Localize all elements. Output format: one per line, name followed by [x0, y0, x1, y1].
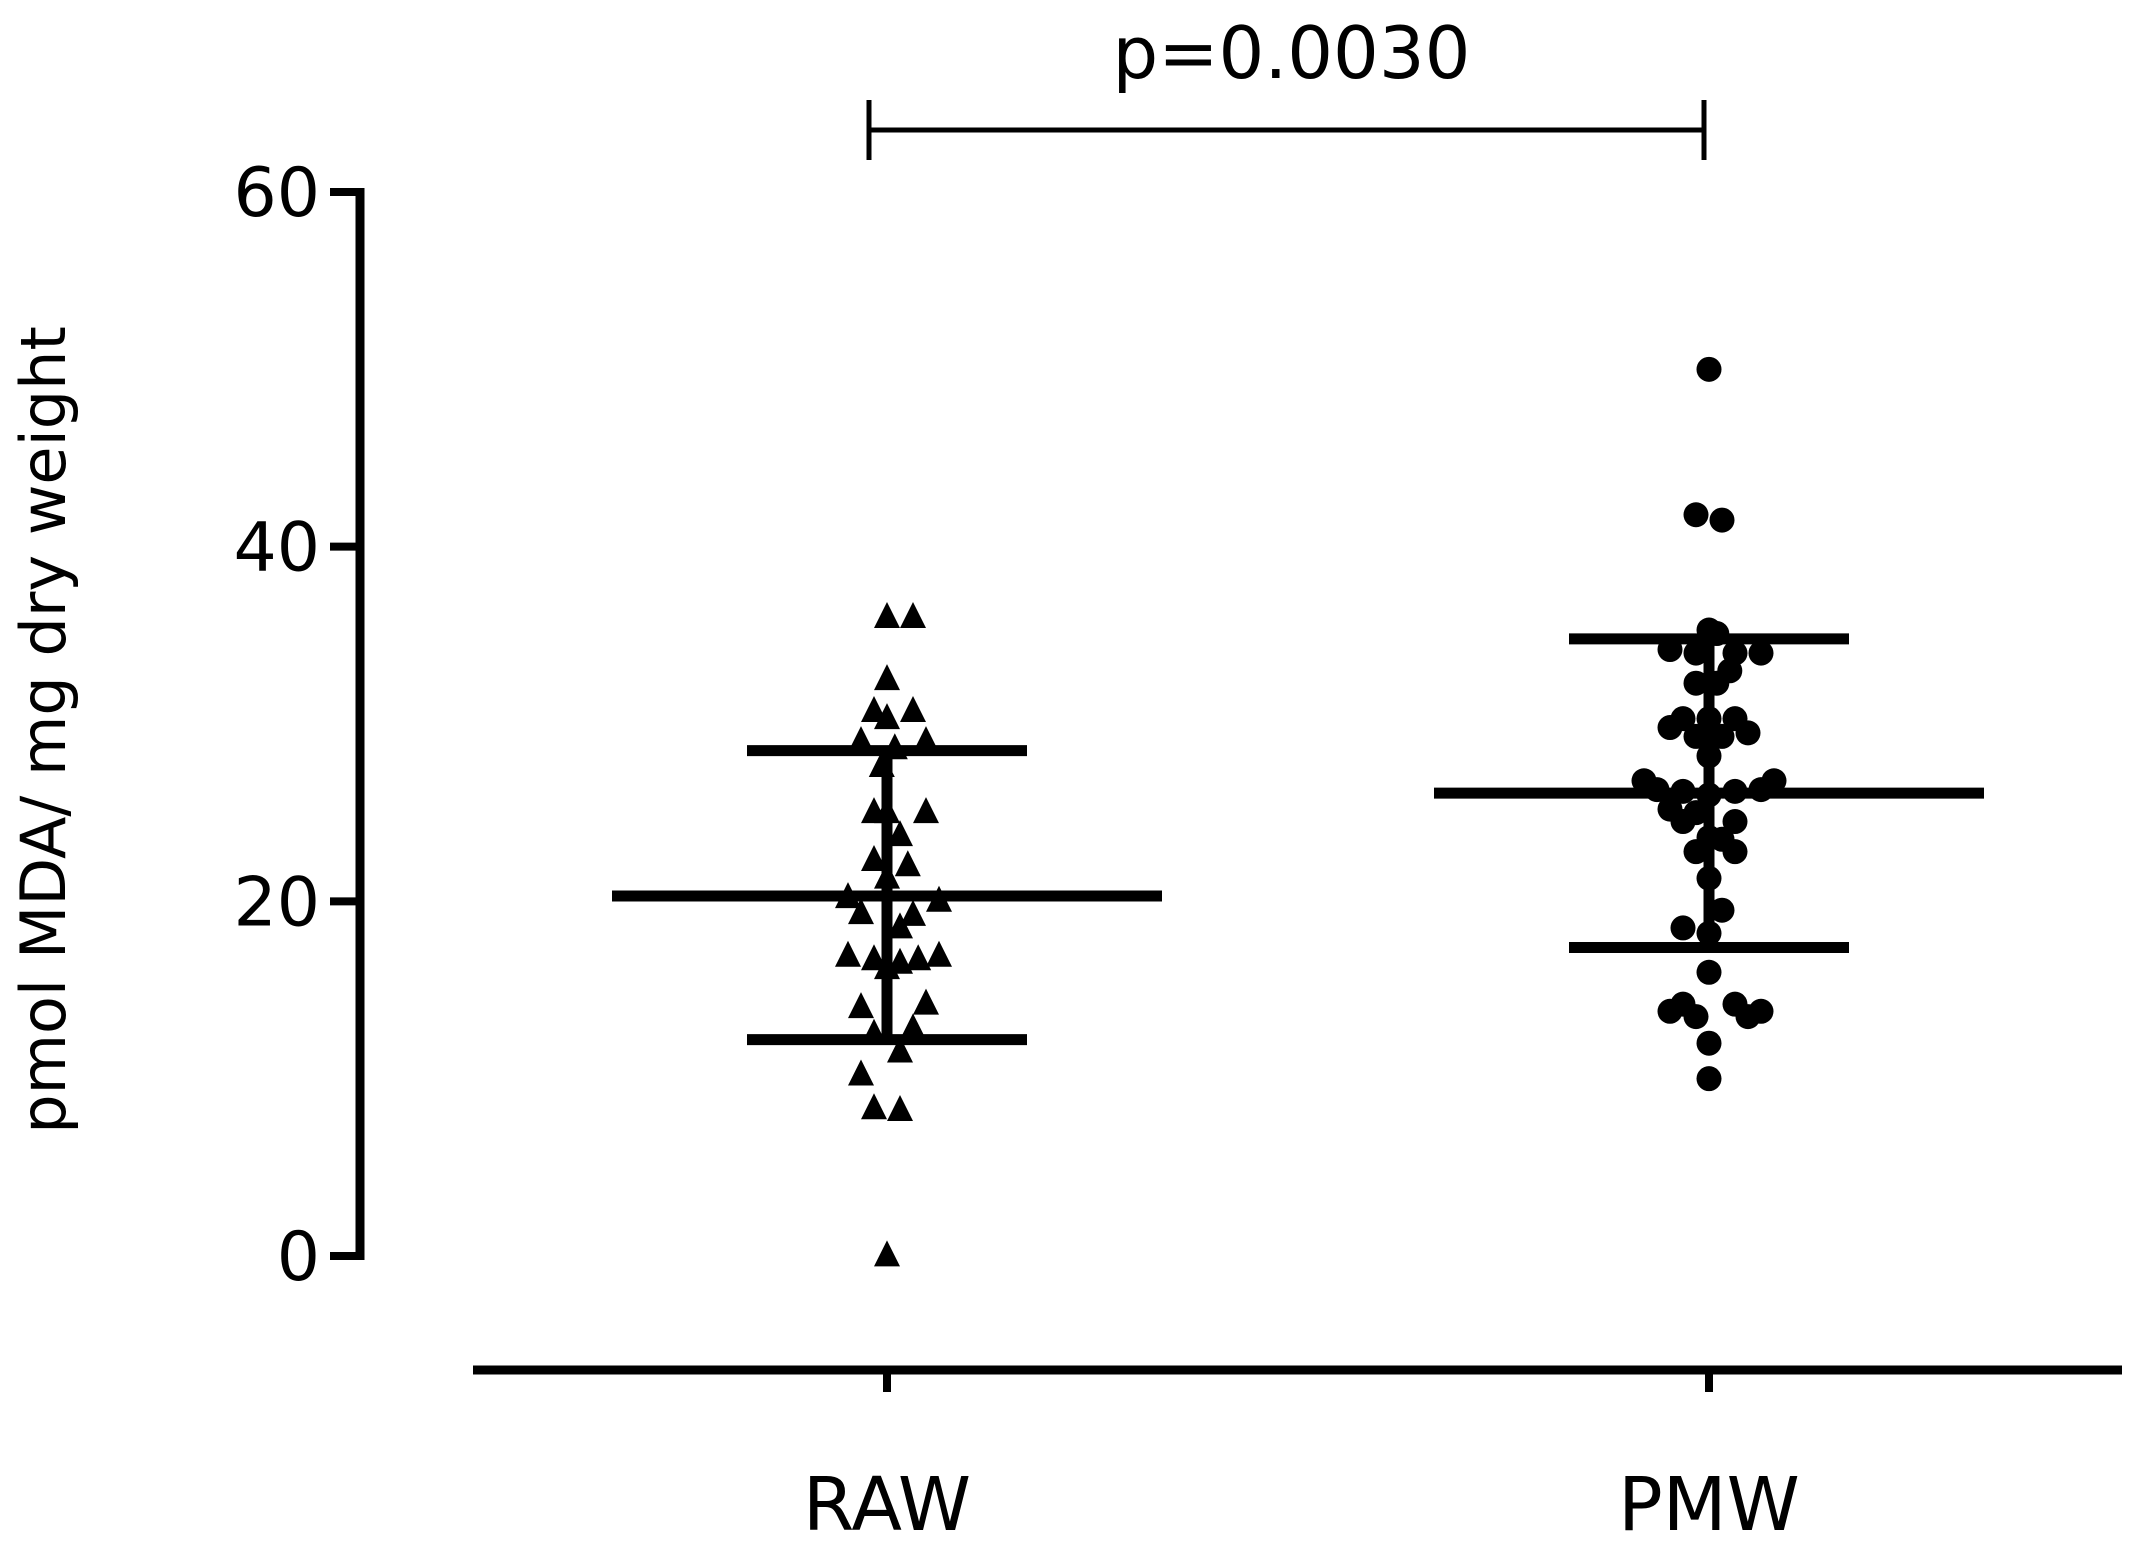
data-point-triangle	[874, 664, 900, 691]
x-axis: RAW PMW	[473, 1365, 2122, 1548]
data-point-circle	[1683, 1004, 1709, 1030]
data-point-circle	[1722, 839, 1748, 865]
data-point-circle	[1683, 502, 1709, 528]
data-point-triangle	[835, 940, 861, 967]
y-axis-label: pmol MDA/ mg dry weight	[7, 326, 80, 1134]
data-point-triangle	[887, 947, 913, 974]
data-point-triangle	[874, 602, 900, 628]
data-point-circle	[1722, 809, 1748, 835]
data-point-circle	[1670, 809, 1696, 835]
data-point-triangle	[900, 695, 926, 722]
data-point-triangle	[861, 1093, 887, 1120]
data-point-triangle	[861, 695, 887, 722]
data-point-triangle	[874, 703, 900, 730]
x-tick-label: PMW	[1618, 1462, 1800, 1548]
data-point-triangle	[861, 844, 887, 871]
series-pmw	[1434, 356, 1984, 1092]
y-tick-label: 0	[277, 1218, 320, 1297]
data-point-circle	[1683, 640, 1709, 666]
data-point-circle	[1696, 1066, 1722, 1092]
data-point-circle	[1735, 1004, 1761, 1030]
data-point-circle	[1657, 715, 1683, 741]
y-axis: 0 20 40 60	[233, 154, 365, 1297]
data-point-triangle	[926, 940, 952, 967]
data-point-circle	[1696, 1030, 1722, 1056]
data-point-circle	[1683, 670, 1709, 696]
data-point-triangle	[848, 898, 874, 925]
data-point-triangle	[887, 1094, 913, 1121]
data-point-triangle	[900, 899, 926, 926]
y-tick-label: 60	[233, 154, 320, 233]
data-point-triangle	[894, 850, 921, 877]
data-point-circle	[1657, 998, 1683, 1024]
data-point-circle	[1709, 723, 1735, 749]
series-layer	[612, 356, 1984, 1267]
series-raw	[612, 602, 1162, 1267]
data-point-triangle	[887, 820, 913, 847]
data-point-circle	[1696, 959, 1722, 985]
data-point-triangle	[905, 944, 932, 971]
data-point-circle	[1709, 507, 1735, 533]
data-point-triangle	[913, 988, 939, 1015]
p-value-label: p=0.0030	[1113, 11, 1471, 95]
data-point-circle	[1696, 356, 1722, 382]
data-point-triangle	[874, 1240, 900, 1267]
data-point-triangle	[913, 797, 939, 824]
data-point-triangle	[861, 944, 887, 971]
data-point-triangle	[848, 1059, 874, 1086]
annotations: p=0.0030	[866, 11, 1707, 160]
data-point-triangle	[900, 602, 926, 628]
y-tick-label: 20	[233, 863, 320, 942]
data-point-circle	[1670, 915, 1696, 941]
significance-bracket: p=0.0030	[866, 11, 1707, 160]
data-point-triangle	[887, 1036, 913, 1063]
y-tick-label: 40	[233, 509, 320, 588]
data-point-triangle	[900, 1013, 926, 1040]
data-point-circle	[1709, 897, 1735, 923]
data-point-circle	[1683, 723, 1709, 749]
data-point-triangle	[887, 912, 913, 939]
data-point-circle	[1683, 839, 1709, 865]
x-tick-label: RAW	[803, 1462, 971, 1548]
data-point-triangle	[848, 992, 874, 1019]
data-point-circle	[1735, 720, 1761, 746]
data-point-circle	[1748, 640, 1774, 666]
